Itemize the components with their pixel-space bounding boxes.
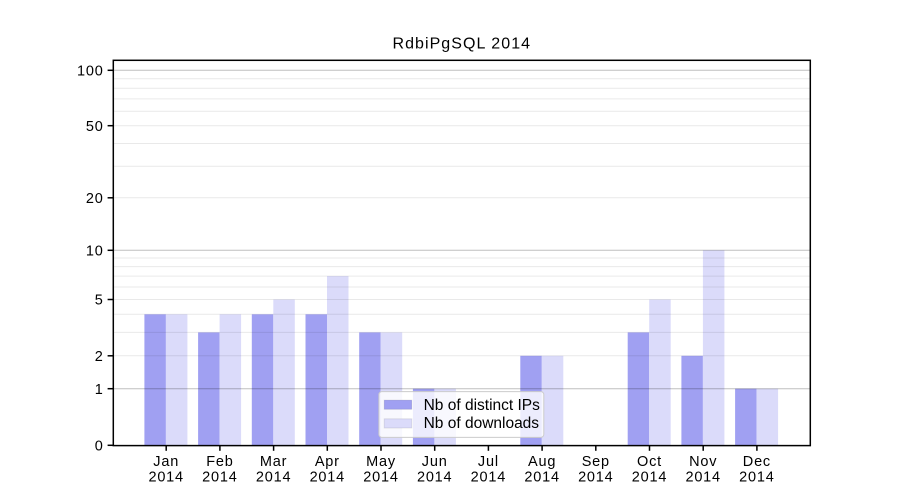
svg-text:0: 0 [95, 438, 104, 454]
svg-text:2014: 2014 [363, 470, 398, 486]
svg-text:2014: 2014 [310, 470, 345, 486]
svg-text:2014: 2014 [202, 470, 237, 486]
svg-text:Jul: Jul [478, 454, 499, 470]
svg-text:2014: 2014 [739, 470, 774, 486]
svg-text:Oct: Oct [637, 454, 662, 470]
svg-text:RdbiPgSQL 2014: RdbiPgSQL 2014 [392, 36, 531, 53]
svg-text:Aug: Aug [528, 454, 556, 470]
svg-text:2014: 2014 [578, 470, 613, 486]
svg-text:2014: 2014 [471, 470, 506, 486]
svg-text:Dec: Dec [743, 454, 771, 470]
svg-text:Jan: Jan [153, 454, 179, 470]
svg-text:2014: 2014 [148, 470, 183, 486]
svg-text:2014: 2014 [417, 470, 452, 486]
svg-text:Nov: Nov [689, 454, 717, 470]
svg-text:10: 10 [86, 243, 104, 259]
svg-text:Apr: Apr [315, 454, 340, 470]
svg-text:Sep: Sep [582, 454, 610, 470]
svg-text:Feb: Feb [206, 454, 233, 470]
svg-text:5: 5 [95, 293, 104, 309]
svg-text:May: May [366, 454, 396, 470]
svg-text:20: 20 [86, 191, 104, 207]
svg-text:100: 100 [77, 63, 104, 79]
svg-text:50: 50 [86, 119, 104, 135]
svg-text:Jun: Jun [422, 454, 448, 470]
svg-text:2014: 2014 [685, 470, 720, 486]
svg-text:Mar: Mar [260, 454, 287, 470]
svg-text:Nb of distinct IPs: Nb of distinct IPs [424, 397, 541, 414]
svg-text:2014: 2014 [524, 470, 559, 486]
svg-text:Nb of downloads: Nb of downloads [424, 415, 540, 432]
svg-text:2014: 2014 [632, 470, 667, 486]
svg-text:2014: 2014 [256, 470, 291, 486]
svg-text:2: 2 [95, 349, 104, 365]
svg-text:1: 1 [95, 382, 104, 398]
